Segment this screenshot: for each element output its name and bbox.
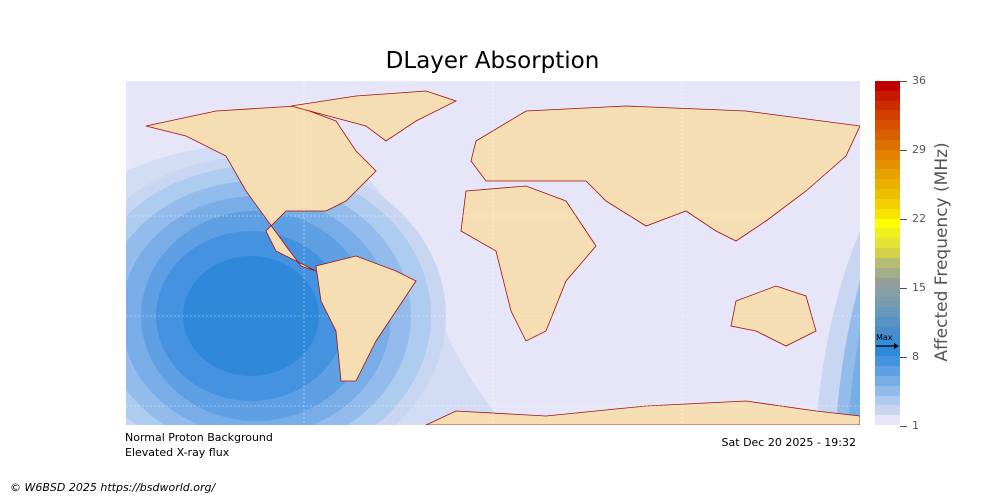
landmasses xyxy=(145,90,860,425)
proton-status: Normal Proton Background xyxy=(125,431,273,444)
colorbar-band xyxy=(875,326,900,337)
colorbar-band xyxy=(875,356,900,367)
map-title: DLayer Absorption xyxy=(385,48,600,74)
colorbar-band xyxy=(875,287,900,298)
colorbar-band xyxy=(875,81,900,91)
colorbar-band xyxy=(875,248,900,258)
colorbar-band xyxy=(875,297,900,308)
colorbar-band xyxy=(875,218,900,229)
colorbar-band xyxy=(875,267,900,278)
colorbar-tick: 36 xyxy=(900,74,926,87)
colorbar-band xyxy=(875,307,900,317)
eurasia xyxy=(470,105,860,242)
colorbar-band xyxy=(875,189,900,199)
colorbar-band xyxy=(875,100,900,111)
max-marker: Max xyxy=(876,333,900,351)
colorbar-band xyxy=(875,395,900,406)
colorbar-band xyxy=(875,169,900,180)
colorbar-tick: 8 xyxy=(900,350,919,363)
north-america xyxy=(145,105,377,272)
colorbar-band xyxy=(875,366,900,376)
colorbar-band xyxy=(875,198,900,209)
africa xyxy=(460,185,597,342)
colorbar-band xyxy=(875,90,900,101)
colorbar-tick: 22 xyxy=(900,212,926,225)
graticule xyxy=(126,81,860,425)
colorbar-band xyxy=(875,149,900,160)
colorbar-band xyxy=(875,130,900,140)
colorbar-band xyxy=(875,257,900,268)
colorbar-band xyxy=(875,277,900,288)
colorbar-band xyxy=(875,139,900,150)
timestamp: Sat Dec 20 2025 - 19:32 xyxy=(721,436,856,449)
colorbar-band xyxy=(875,120,900,131)
colorbar-tick: 15 xyxy=(900,281,926,294)
colorbar-band xyxy=(875,346,900,357)
colorbar-band xyxy=(875,415,900,425)
colorbar-band xyxy=(875,405,900,416)
greenland-arctic xyxy=(290,90,458,142)
colorbar-tick: 29 xyxy=(900,143,926,156)
colorbar-tick: 1 xyxy=(900,419,919,432)
xray-status: Elevated X-ray flux xyxy=(125,446,230,459)
colorbar xyxy=(875,81,900,425)
colorbar-band xyxy=(875,375,900,386)
antarctica xyxy=(425,400,860,425)
colorbar-band xyxy=(875,385,900,396)
colorbar-band xyxy=(875,110,900,121)
colorbar-band xyxy=(875,316,900,327)
australia xyxy=(730,285,817,347)
arrow-right-icon xyxy=(876,343,899,350)
colorbar-band xyxy=(875,228,900,239)
colorbar-band xyxy=(875,208,900,219)
colorbar-band xyxy=(875,336,900,347)
absorption-map xyxy=(126,81,860,425)
colorbar-band xyxy=(875,238,900,249)
credit: © W6BSD 2025 https://bsdworld.org/ xyxy=(10,481,216,494)
south-america xyxy=(315,255,417,382)
colorbar-band xyxy=(875,159,900,170)
max-label: Max xyxy=(876,333,893,343)
colorbar-label: Affected Frequency (MHz) xyxy=(932,142,952,362)
colorbar-band xyxy=(875,179,900,190)
